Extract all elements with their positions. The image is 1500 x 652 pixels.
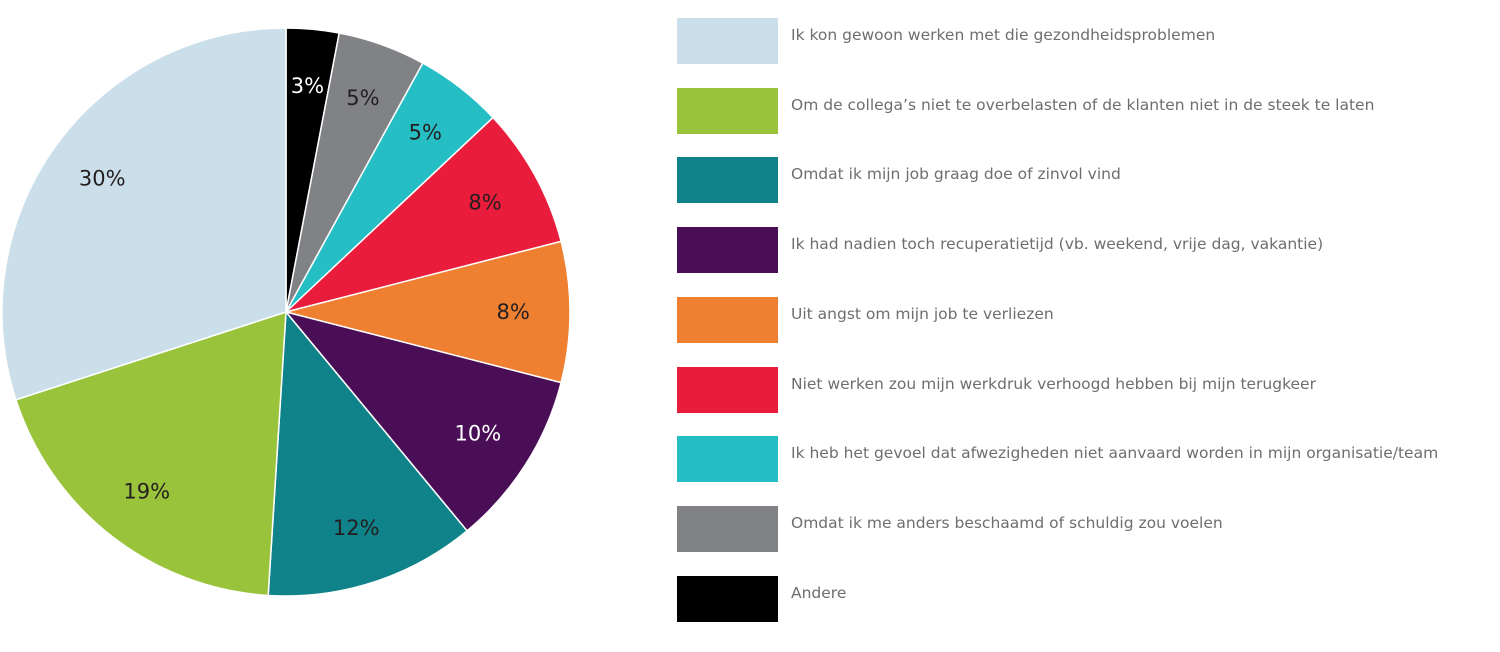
legend-item: Om de collega’s niet te overbelasten of … <box>677 87 1477 136</box>
pie-slices <box>1 27 571 597</box>
legend-item: Niet werken zou mijn werkdruk verhoogd h… <box>677 366 1477 415</box>
legend-swatch <box>677 18 778 64</box>
legend-label: Andere <box>791 583 847 602</box>
pie-slice <box>285 116 562 313</box>
data-label: 12% <box>333 516 380 540</box>
data-label: 30% <box>79 166 126 190</box>
legend-label: Omdat ik mijn job graag doe of zinvol vi… <box>791 165 1121 184</box>
pie-data-labels: 3% 5% 5% 8% 8% 10% 12% 19% 30% <box>79 74 530 540</box>
legend-swatch <box>677 227 778 274</box>
legend-label: Uit angst om mijn job te verliezen <box>791 304 1054 323</box>
legend-label: Omdat ik me anders beschaamd of schuldig… <box>791 513 1223 532</box>
pie-slice <box>267 310 469 597</box>
legend-swatch <box>677 87 778 134</box>
data-label: 5% <box>409 120 442 144</box>
legend-item: Omdat ik me anders beschaamd of schuldig… <box>677 505 1477 554</box>
legend-swatch <box>677 436 778 483</box>
pie-slice <box>1 27 287 401</box>
legend-item: Ik heb het gevoel dat afwezigheden niet … <box>677 436 1477 484</box>
data-label: 5% <box>346 86 379 110</box>
legend-label: Niet werken zou mijn werkdruk verhoogd h… <box>791 374 1316 393</box>
pie-chart: 3% 5% 5% 8% 8% 10% 12% 19% 30% <box>1 27 571 597</box>
legend-label: Ik kon gewoon werken met die gezondheids… <box>791 26 1216 44</box>
legend-swatch <box>677 157 778 204</box>
legend-item: Ik kon gewoon werken met die gezondheids… <box>677 18 1477 66</box>
legend-item: Andere <box>677 575 1477 624</box>
legend-label: Ik heb het gevoel dat afwezigheden niet … <box>791 444 1439 463</box>
legend-label: Ik had nadien toch recuperatietijd (vb. … <box>791 235 1324 254</box>
legend-item: Ik had nadien toch recuperatietijd (vb. … <box>677 227 1477 275</box>
data-label: 10% <box>454 422 501 446</box>
legend-swatch <box>677 296 778 343</box>
pie-slice <box>285 240 571 384</box>
legend-item: Uit angst om mijn job te verliezen <box>677 296 1477 345</box>
legend-swatch <box>677 575 778 622</box>
legend-item: Omdat ik mijn job graag doe of zinvol vi… <box>677 157 1477 205</box>
data-label: 19% <box>123 480 170 504</box>
data-label: 8% <box>497 300 530 324</box>
legend-swatch <box>677 505 778 552</box>
pie-slice <box>14 310 287 597</box>
legend-label: Om de collega’s niet te overbelasten of … <box>791 95 1375 114</box>
data-label: 8% <box>468 191 501 215</box>
legend-swatch <box>677 366 778 413</box>
data-label: 3% <box>291 74 324 98</box>
pie-slice <box>283 310 562 532</box>
